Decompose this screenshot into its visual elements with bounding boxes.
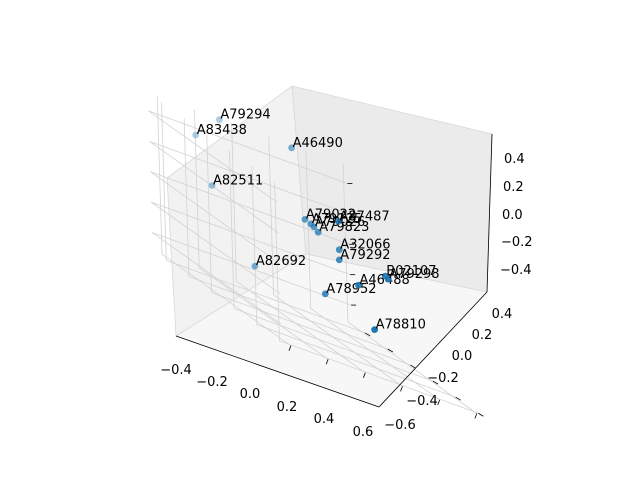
point-label: A83438 <box>197 123 247 138</box>
left-pane-gridline <box>148 110 278 203</box>
point-label: A79294 <box>220 108 270 123</box>
y-tick <box>387 348 394 353</box>
floor-gridline <box>236 280 366 374</box>
y-tick-label: 0.2 <box>472 328 493 343</box>
back-pane-gridline <box>152 232 352 306</box>
z-tick-label: −0.4 <box>500 263 532 278</box>
scatter-point <box>251 262 259 270</box>
point-label: A82511 <box>213 174 263 189</box>
z-tick-labels: −0.4 −0.2 0.0 0.2 0.4 <box>500 152 533 278</box>
x-tick <box>362 372 366 378</box>
scatter-point <box>314 228 322 236</box>
x-tick-label: 0.0 <box>240 387 261 402</box>
left-pane-gridline <box>151 201 281 295</box>
y-tick-label: 0.0 <box>452 349 473 364</box>
x-tick-label: 0.4 <box>314 412 335 427</box>
floor-gridline <box>211 292 411 366</box>
x-tick-label: −0.2 <box>196 375 228 390</box>
scatter-point <box>335 256 343 264</box>
left-pane-gridline <box>149 141 279 234</box>
y-axis-line <box>378 291 488 408</box>
floor-gridline <box>198 267 329 360</box>
back-pane-gridline <box>149 140 349 215</box>
scatter-point <box>208 182 216 189</box>
y-tick <box>365 332 371 337</box>
left-pane-gridline <box>151 232 282 325</box>
x-tick <box>288 345 292 351</box>
scatter-point <box>288 144 295 152</box>
point-label: A46488 <box>360 273 410 288</box>
point-label: A78810 <box>376 318 426 333</box>
data-points: A83438A79294A82511A46490A82692A79022A791… <box>192 108 440 333</box>
point-label: A82692 <box>256 254 306 269</box>
back-pane-gridline <box>148 110 348 184</box>
floor-gridline <box>273 294 403 387</box>
x-tick <box>474 413 478 419</box>
z-tick-label: 0.0 <box>502 208 523 223</box>
floor-gridline <box>310 308 440 401</box>
y-tick-label: −0.6 <box>384 418 416 433</box>
scatter-point <box>301 216 309 223</box>
scatter-point <box>216 116 223 124</box>
x-tick <box>400 386 403 392</box>
floor-gridline <box>188 276 388 350</box>
point-label: A79823 <box>319 220 369 235</box>
x-tick-label: −0.4 <box>160 363 192 378</box>
scatter-point <box>371 326 378 333</box>
floor-gridline <box>347 321 478 414</box>
floor-gridline <box>166 260 366 334</box>
point-label: B02107 <box>386 264 436 279</box>
y-tick-label: 0.4 <box>492 307 513 322</box>
floor-gridline <box>234 308 434 382</box>
scatter-point <box>384 275 392 283</box>
y-tick-label: −0.2 <box>427 371 459 386</box>
floor-gridline <box>161 253 292 347</box>
gridlines <box>148 96 479 414</box>
y-tick <box>410 364 416 369</box>
z-tick-label: 0.2 <box>503 180 524 195</box>
left-pane-gridline <box>150 171 280 264</box>
x-tick-labels: −0.4 −0.2 0.0 0.2 0.4 0.6 <box>160 363 373 440</box>
scatter-point <box>321 290 329 298</box>
floor-gridline <box>256 324 456 398</box>
scatter-point <box>355 281 362 289</box>
point-label: A87487 <box>339 209 389 224</box>
back-pane-gridline <box>151 201 351 276</box>
point-label: A79298 <box>389 267 439 282</box>
point-label: A78952 <box>326 282 376 297</box>
y-tick <box>432 380 439 385</box>
scatter-point <box>310 223 318 231</box>
point-label: A32066 <box>340 238 390 253</box>
z-tick-label: −0.2 <box>501 235 533 250</box>
point-label: A46490 <box>293 136 343 151</box>
floor-gridline <box>279 340 479 414</box>
x-tick-label: 0.6 <box>353 425 374 440</box>
z-axis-line <box>486 133 493 293</box>
x-axis-line <box>175 335 380 408</box>
scatter-point <box>335 218 342 225</box>
z-tick-label: 0.4 <box>504 152 525 167</box>
scatter-point <box>335 246 343 254</box>
y-tick-label: −0.4 <box>406 394 438 409</box>
x-tick <box>325 359 329 365</box>
point-label: A79022 <box>306 207 356 222</box>
x-tick <box>437 399 441 406</box>
y-tick <box>455 396 461 401</box>
x-tick-label: 0.2 <box>277 400 298 415</box>
y-tick-labels: −0.6 −0.4 −0.2 0.0 0.2 0.4 <box>384 307 512 433</box>
y-tick <box>478 412 484 417</box>
point-label: A79292 <box>340 248 390 263</box>
scatter-point <box>192 131 200 139</box>
